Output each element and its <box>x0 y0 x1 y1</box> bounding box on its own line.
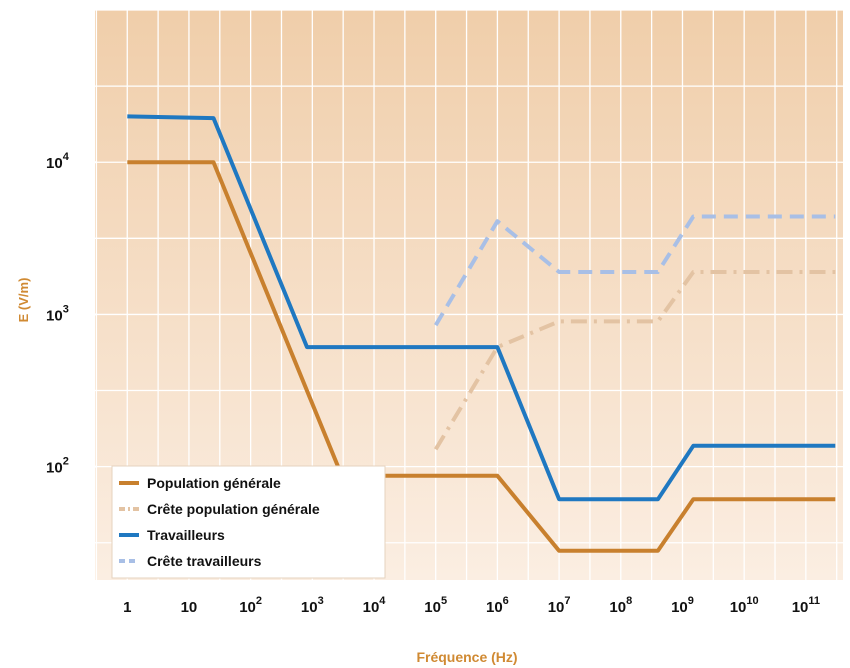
series-group <box>127 114 836 553</box>
series-line-3 <box>127 114 836 502</box>
legend: Population générale Crête population géné… <box>111 465 386 579</box>
y-tick-labels: 102 103 104 <box>46 151 97 477</box>
legend-label: Population générale <box>147 475 281 491</box>
y-tick-label: 104 <box>46 151 70 172</box>
y-axis-title: E (V/m) <box>16 278 31 323</box>
x-tick-label: 102 <box>239 595 262 616</box>
x-tick-label: 1011 <box>792 595 820 616</box>
x-tick-label: 1 <box>123 599 131 616</box>
x-axis-title: Fréquence (Hz) <box>416 649 517 665</box>
x-tick-labels: 1 10 102 103 104 105 106 107 108 109 1010 1011 <box>123 595 820 616</box>
x-tick-label: 108 <box>609 595 632 616</box>
y-tick-label: 103 <box>46 303 69 324</box>
legend-label: Travailleurs <box>147 527 225 543</box>
legend-box <box>111 465 386 579</box>
x-tick-label: 105 <box>424 595 447 616</box>
x-tick-label: 10 <box>181 599 198 616</box>
x-tick-label: 106 <box>486 595 509 616</box>
x-tick-label: 103 <box>301 595 324 616</box>
legend-label: Crête travailleurs <box>147 553 262 569</box>
x-tick-label: 104 <box>363 595 387 616</box>
legend-label: Crête population générale <box>147 501 320 517</box>
series-line-4 <box>433 214 836 327</box>
x-tick-label: 109 <box>671 595 694 616</box>
x-tick-label: 1010 <box>730 595 759 616</box>
x-tick-label: 107 <box>548 595 571 616</box>
series-line-2 <box>433 270 836 451</box>
y-tick-label: 102 <box>46 456 69 477</box>
series-line-1 <box>127 160 836 553</box>
